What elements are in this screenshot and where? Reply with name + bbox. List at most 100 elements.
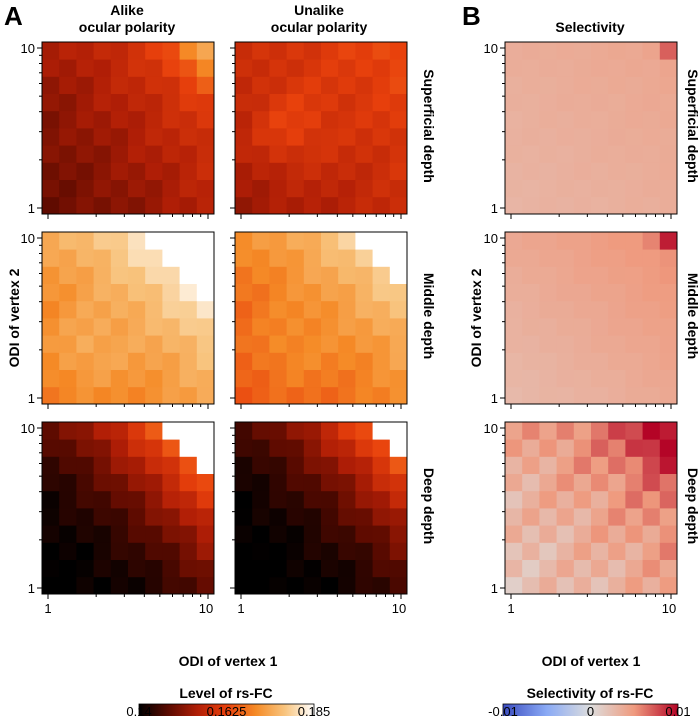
heatmap-cell [42, 59, 60, 77]
heatmap-cell [625, 110, 643, 129]
heatmap-cell [389, 576, 408, 595]
heatmap-cell [286, 249, 305, 267]
heatmap-cell [372, 196, 391, 215]
heatmap-cell [179, 162, 198, 180]
heatmap-cell [303, 525, 322, 543]
heatmap-cell [338, 145, 356, 163]
heatmap-cell [269, 300, 287, 319]
heatmap-cell [128, 525, 146, 543]
heatmap-cell [338, 42, 356, 60]
heatmap-cell [59, 145, 77, 163]
heatmap-cell [42, 456, 60, 474]
heatmap-cell [539, 456, 557, 474]
heatmap-cell [110, 386, 129, 405]
heatmap-cell [355, 76, 373, 94]
heatmap-cell [162, 300, 180, 319]
heatmap-cell [286, 283, 305, 302]
heatmap-cell [128, 196, 146, 215]
heatmap-cell [355, 490, 373, 509]
heatmap-cell [659, 232, 678, 250]
heatmap-cell [93, 232, 112, 250]
x-tick-label-low: 1 [44, 601, 51, 616]
heatmap-cell [110, 525, 129, 543]
heatmap-cell [591, 456, 609, 474]
heatmap-cell [659, 439, 678, 457]
heatmap-cell [591, 232, 609, 250]
heatmap-cell [235, 335, 253, 353]
heatmap-cell [110, 179, 129, 198]
heatmap-cell [372, 145, 391, 163]
panel-a-letter: A [4, 1, 23, 31]
heatmap-cell [252, 490, 270, 509]
heatmap-cell [355, 162, 373, 180]
heatmap-cell [355, 93, 373, 112]
heatmap-cell [625, 162, 643, 180]
heatmap-cell [128, 335, 146, 353]
heatmap-cell [162, 369, 180, 388]
heatmap-cell [355, 542, 373, 560]
heatmap-cell [145, 179, 163, 198]
heatmap-cell [93, 525, 112, 543]
heatmap-cell [539, 352, 557, 370]
heatmap-cell [389, 352, 408, 370]
colorbar-selectivity-title: Selectivity of rs-FC [527, 685, 654, 701]
heatmap-cell [286, 128, 305, 146]
heatmap-cell [389, 145, 408, 163]
heatmap-cell [196, 490, 215, 509]
heatmap-frame [504, 231, 678, 405]
heatmap-cell [42, 386, 60, 405]
heatmap-cell [625, 196, 643, 215]
heatmap-cell [110, 128, 129, 146]
heatmap-cell [252, 456, 270, 474]
y-tick-label-high: 10 [21, 41, 35, 56]
heatmap-cell [389, 369, 408, 388]
heatmap-cell [522, 473, 540, 492]
heatmap-cell [625, 559, 643, 578]
heatmap-cell [372, 576, 391, 595]
heatmap-cell [110, 300, 129, 319]
heatmap-cell [608, 162, 626, 180]
heatmap-cell [505, 42, 523, 60]
heatmap-cell [179, 128, 198, 146]
heatmap-cell [196, 249, 215, 267]
heatmap-cell [338, 283, 356, 302]
heatmap-cell [321, 59, 339, 77]
heatmap-cell [145, 542, 163, 560]
heatmap-cell [93, 162, 112, 180]
heatmap-cell [355, 352, 373, 370]
heatmap-cell [321, 300, 339, 319]
heatmap-cell [522, 456, 540, 474]
heatmap-cell [196, 473, 215, 492]
heatmap-cell [196, 266, 215, 284]
heatmap-cell [608, 473, 626, 492]
heatmap-cell [286, 559, 305, 578]
heatmap-cell [505, 196, 523, 215]
heatmap-cell [162, 576, 180, 595]
heatmap-cell [76, 196, 94, 215]
heatmap-cell [539, 318, 557, 336]
heatmap-cell [145, 145, 163, 163]
heatmap-cell [372, 386, 391, 405]
heatmap-cell [252, 318, 270, 336]
heatmap-cell [269, 473, 287, 492]
heatmap-cell [162, 559, 180, 578]
colorbar-level-title: Level of rs-FC [179, 685, 272, 701]
heatmap-cell [659, 93, 678, 112]
heatmap-frame [234, 231, 408, 405]
heatmap-cell [196, 196, 215, 215]
heatmap-cell [59, 439, 77, 457]
y-tick-label-high: 10 [21, 421, 35, 436]
heatmap-cell [355, 335, 373, 353]
heatmap-cell [338, 525, 356, 543]
heatmap-cell [162, 76, 180, 94]
heatmap-cell [42, 76, 60, 94]
heatmap-cell [389, 42, 408, 60]
heatmap-cell [522, 490, 540, 509]
heatmap-cell [59, 335, 77, 353]
heatmap-cell [372, 76, 391, 94]
heatmap-cell [59, 542, 77, 560]
heatmap-cell [355, 266, 373, 284]
heatmap-cell [573, 542, 592, 560]
heatmap-frame [234, 421, 408, 595]
heatmap-cell [196, 352, 215, 370]
